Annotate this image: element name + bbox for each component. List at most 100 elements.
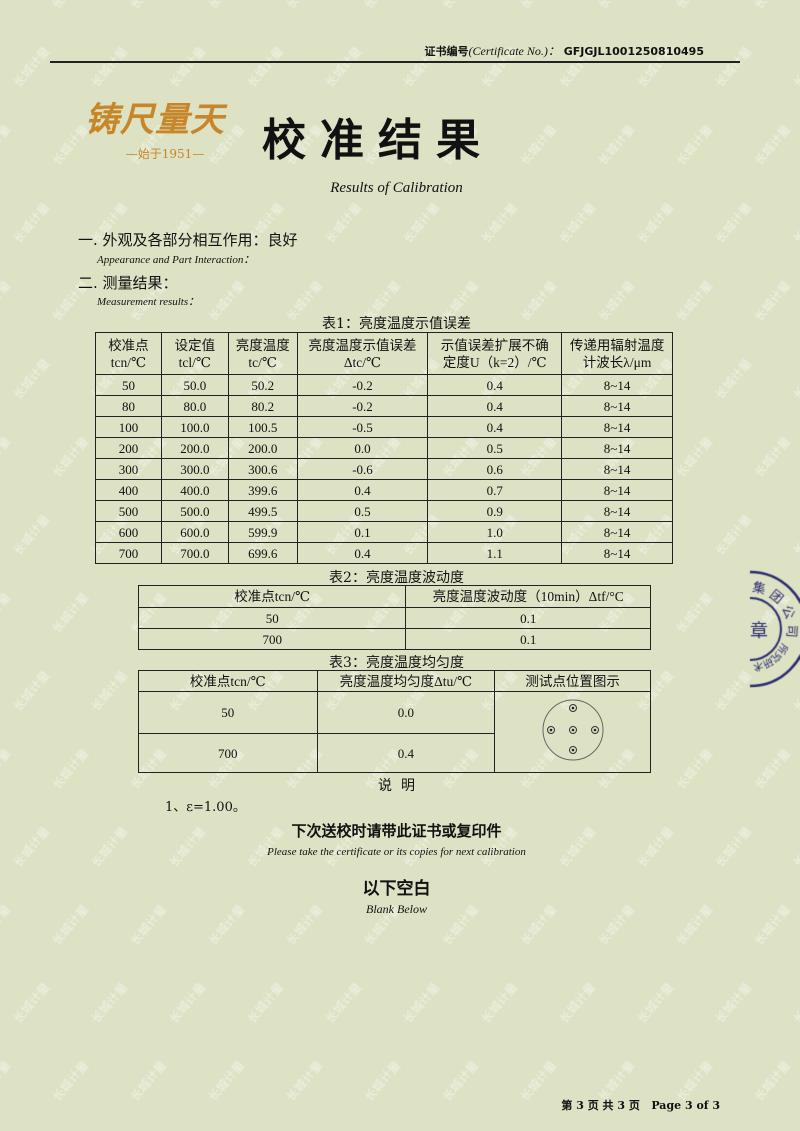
- table3: 校准点tcn/℃ 亮度温度均匀度Δtu/℃ 测试点位置图示 50 0.0 700…: [138, 670, 651, 773]
- page-number: 第 3 页 共 3 页 Page 3 of 3: [561, 1099, 720, 1112]
- table1-cell: 50: [95, 374, 162, 396]
- table-header-row: 校准点tcn/℃ 亮度温度波动度（10min）Δtf/°C: [137, 585, 651, 608]
- table1-cell: 400.0: [160, 479, 229, 501]
- table-row: 700 0.1: [137, 628, 651, 650]
- table1-cell: 0.4: [427, 416, 563, 438]
- table1-header-line: 校准点: [108, 337, 149, 353]
- table1-cell: 50.2: [227, 374, 298, 396]
- table1-cell: 500.0: [160, 500, 229, 522]
- section-appearance-en: Appearance and Part Interaction：: [97, 254, 255, 266]
- test-point-diagram: [494, 691, 651, 773]
- table2-cell: 0.1: [405, 628, 651, 650]
- notes-heading: 说 明: [378, 778, 415, 794]
- table1-cell: 100.0: [160, 416, 229, 438]
- table1-cell: 0.1: [296, 521, 429, 543]
- table-row: 400 400.0 399.6 0.4 0.7 8~14: [95, 479, 673, 501]
- table2-caption: 表2：亮度温度波动度: [329, 570, 464, 586]
- cert-label: 证书编号: [424, 45, 469, 58]
- page-title: 校准结果: [262, 115, 494, 166]
- table1-header: 亮度温度示值误差 Δtc/℃: [296, 332, 429, 375]
- table-row: 600 600.0 599.9 0.1 1.0 8~14: [95, 521, 673, 543]
- table1-cell: -0.5: [296, 416, 429, 438]
- logo: 铸尺量天 —始于1951—: [85, 92, 245, 162]
- section-appearance: 一. 外观及各部分相互作用：良好: [78, 231, 298, 249]
- table1-cell: 1.1: [427, 542, 563, 564]
- reminder-en: Please take the certificate or its copie…: [267, 846, 526, 858]
- logo-text: 铸尺量天: [85, 100, 225, 140]
- table1-header-line: 传递用辐射温度: [569, 337, 665, 353]
- table1-cell: 80: [95, 395, 162, 417]
- table1-cell: 300: [95, 458, 162, 480]
- table1-cell: 8~14: [561, 500, 673, 522]
- table2: 校准点tcn/℃ 亮度温度波动度（10min）Δtf/°C 50 0.1 700 0.1: [137, 585, 651, 650]
- table3-cell: 700: [138, 733, 318, 773]
- table1-cell: 300.6: [227, 458, 298, 480]
- header-divider: [50, 61, 740, 63]
- table1-header: 示值误差扩展不确 定度U（k=2）/℃: [427, 332, 563, 375]
- table2-header: 校准点tcn/℃: [137, 585, 407, 608]
- table-row: 50 0.1: [137, 607, 651, 629]
- table1-cell: 80.2: [227, 395, 298, 417]
- table1-cell: 0.4: [296, 542, 429, 564]
- official-stamp: [700, 560, 800, 720]
- table1-cell: 0.9: [427, 500, 563, 522]
- table-row: 100 100.0 100.5 -0.5 0.4 8~14: [95, 416, 673, 438]
- table-row: 300 300.0 300.6 -0.6 0.6 8~14: [95, 458, 673, 480]
- table1-cell: 0.4: [427, 374, 563, 396]
- table1-cell: 100.5: [227, 416, 298, 438]
- reminder: 下次送校时请带此证书或复印件: [291, 822, 502, 840]
- table1-cell: -0.6: [296, 458, 429, 480]
- table1-cell: 8~14: [561, 395, 673, 417]
- table1-cell: -0.2: [296, 374, 429, 396]
- table1-cell: 0.5: [296, 500, 429, 522]
- page-subtitle: Results of Calibration: [330, 180, 463, 196]
- table1-caption: 表1：亮度温度示值误差: [322, 316, 471, 332]
- blank-below-en: Blank Below: [366, 902, 427, 916]
- table1-cell: 600.0: [160, 521, 229, 543]
- table2-header: 亮度温度波动度（10min）Δtf/°C: [405, 585, 651, 608]
- table1-cell: 699.6: [227, 542, 298, 564]
- table1-header-line: tcl/℃: [178, 354, 211, 370]
- table-row: 700 700.0 699.6 0.4 1.1 8~14: [95, 542, 673, 564]
- table1-cell: 200: [95, 437, 162, 459]
- table-row: 80 80.0 80.2 -0.2 0.4 8~14: [95, 395, 673, 417]
- table1-cell: 700: [95, 542, 162, 564]
- blank-below: 以下空白: [362, 879, 431, 899]
- table1-cell: -0.2: [296, 395, 429, 417]
- table1-cell: 8~14: [561, 458, 673, 480]
- note-item: 1、ε=1.00。: [165, 800, 246, 815]
- table1-header: 校准点 tcn/℃: [95, 332, 162, 375]
- table1-cell: 1.0: [427, 521, 563, 543]
- table1-cell: 8~14: [561, 416, 673, 438]
- table1-header-line: Δtc/℃: [343, 354, 382, 370]
- table1-cell: 8~14: [561, 479, 673, 501]
- cert-number-value: GFJGJL1001250810495: [563, 45, 704, 58]
- table1-header-line: tcn/℃: [110, 354, 147, 370]
- table1-cell: 80.0: [160, 395, 229, 417]
- table1-cell: 500: [95, 500, 162, 522]
- table1-cell: 600: [95, 521, 162, 543]
- table1-cell: 100: [95, 416, 162, 438]
- table1-header: 传递用辐射温度 计波长λ/μm: [561, 332, 673, 375]
- table3-cell: 0.4: [316, 733, 496, 773]
- table1-header-line: tc/℃: [248, 354, 278, 370]
- table1-header-line: 亮度温度: [235, 337, 290, 353]
- table1-cell: 0.7: [427, 479, 563, 501]
- table1-cell: 599.9: [227, 521, 298, 543]
- table1-cell: 400: [95, 479, 162, 501]
- table1-header-line: 亮度温度示值误差: [308, 337, 417, 353]
- table1-header: 亮度温度 tc/℃: [227, 332, 298, 375]
- table1-header-line: 示值误差扩展不确: [440, 337, 549, 353]
- table1-header-line: 计波长λ/μm: [582, 354, 652, 370]
- table1-cell: 0.4: [296, 479, 429, 501]
- table1-header-line: 定度U（k=2）/℃: [442, 354, 547, 370]
- table1-cell: 8~14: [561, 437, 673, 459]
- logo-since: —始于1951—: [125, 147, 205, 161]
- table1-cell: 300.0: [160, 458, 229, 480]
- section-results: 二. 测量结果：: [78, 274, 178, 292]
- cert-label-en: (Certificate No.)：: [468, 44, 560, 58]
- table1-cell: 8~14: [561, 521, 673, 543]
- table1-header-line: 设定值: [174, 337, 216, 353]
- table1-cell: 50.0: [160, 374, 229, 396]
- table-row: 500 500.0 499.5 0.5 0.9 8~14: [95, 500, 673, 522]
